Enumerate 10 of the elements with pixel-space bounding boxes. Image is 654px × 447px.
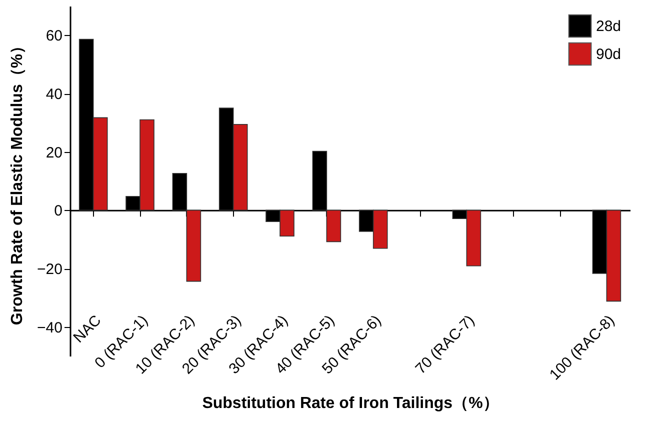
y-tick-label: 40 [46, 86, 62, 103]
x-axis-title: Substitution Rate of Iron Tailings（%） [202, 394, 499, 412]
y-axis-title: Growth Rate of Elastic Modulus（%） [9, 38, 26, 326]
y-tick-label: −40 [37, 319, 62, 336]
y-tick-label: 20 [46, 144, 62, 162]
y-tick-label: −20 [37, 261, 62, 278]
legend-label: 90d [596, 46, 622, 63]
y-tick-label: 0 [54, 202, 62, 220]
legend-label: 28d [596, 18, 622, 35]
y-tick-label: 60 [46, 28, 62, 45]
